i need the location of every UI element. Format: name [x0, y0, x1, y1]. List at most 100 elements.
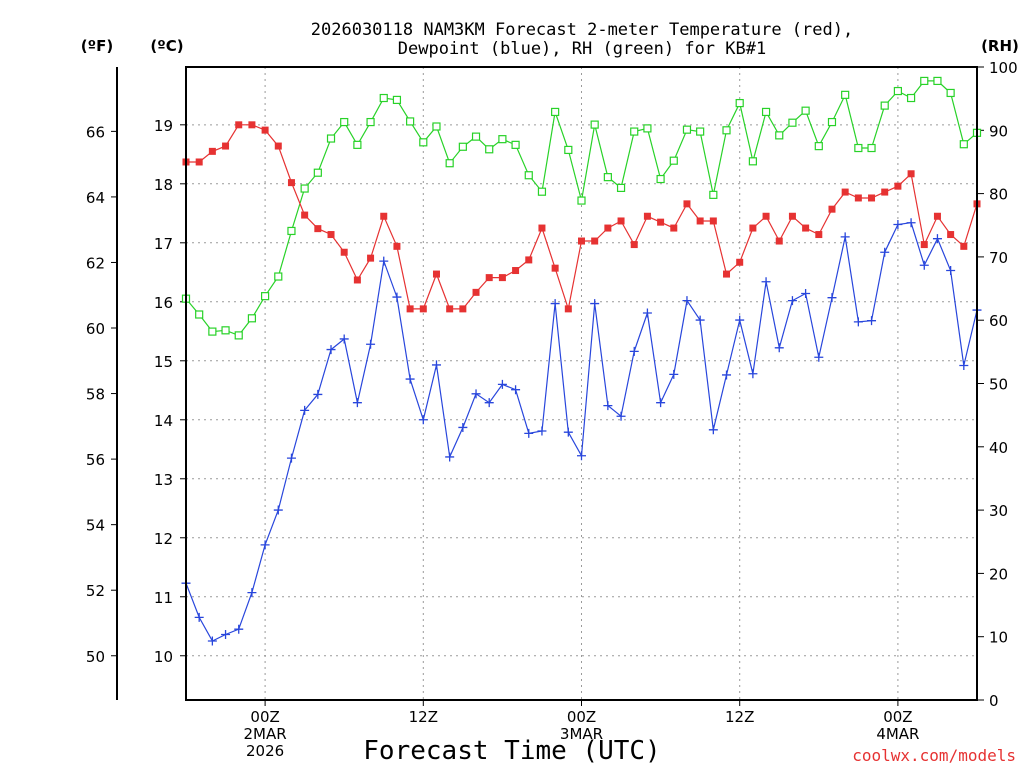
celsius-tick-label: 16 — [154, 294, 173, 312]
dewpoint-point — [260, 540, 270, 550]
temperature-point — [248, 121, 256, 129]
fahrenheit-tick-label: 62 — [86, 254, 105, 272]
rh-point — [603, 173, 612, 182]
temperature-point — [353, 276, 361, 284]
temperature-point — [274, 142, 282, 150]
temperature-point — [551, 264, 559, 272]
plot-frame — [185, 66, 978, 701]
rh-tick-label: 100 — [989, 59, 1018, 77]
temperature-point — [459, 305, 467, 313]
dewpoint-point — [722, 370, 732, 380]
dewpoint-point — [207, 636, 217, 646]
dewpoint-point — [273, 505, 283, 515]
temperature-point — [894, 182, 902, 190]
rh-point — [551, 107, 560, 117]
rh-point — [234, 331, 243, 340]
rh-point — [498, 135, 507, 144]
rh-point — [300, 184, 309, 193]
temperature-point — [947, 231, 955, 239]
dewpoint-point — [577, 451, 586, 461]
dewpoint-point — [959, 361, 969, 371]
celsius-tick-label: 14 — [154, 412, 173, 430]
rh-tick-label: 20 — [989, 565, 1008, 583]
dewpoint-point — [445, 452, 455, 462]
dewpoint-point — [946, 266, 956, 276]
temperature-point — [670, 224, 678, 232]
dewpoint-point — [300, 405, 310, 415]
rh-point — [920, 76, 929, 86]
dewpoint-point — [919, 260, 929, 270]
temperature-point — [643, 212, 651, 220]
rh-point — [564, 145, 573, 155]
rh-point — [854, 143, 863, 153]
temperature-point — [512, 267, 520, 275]
rh-tick-label: 60 — [989, 312, 1008, 330]
axes: 10 11 12 13 14 15 16 17 18 19 50 52 54 56 58 60 62 64 66 0 1… — [86, 59, 1018, 760]
rh-point — [577, 196, 586, 205]
rh-point — [893, 86, 903, 96]
rh-point — [379, 93, 388, 103]
dewpoint-point — [313, 389, 323, 399]
temperature-point — [854, 194, 862, 202]
rh-point — [221, 326, 230, 335]
rh-point — [775, 131, 784, 140]
celsius-tick-label: 17 — [154, 235, 173, 253]
rh-point — [788, 118, 797, 127]
rh-point — [287, 226, 296, 236]
temperature-point — [525, 256, 533, 264]
celsius-tick-label: 12 — [154, 530, 173, 548]
dewpoint-point — [906, 218, 916, 228]
rh-point — [841, 90, 850, 99]
temperature-point — [222, 142, 230, 150]
rh-point — [761, 107, 771, 117]
x-axis-title: Forecast Time (UTC) — [363, 736, 660, 766]
dewpoint-point — [867, 316, 877, 326]
time-tick-label: 2026 — [246, 742, 284, 760]
fahrenheit-tick-label: 58 — [86, 386, 105, 404]
rh-point — [208, 327, 217, 336]
rh-point — [827, 117, 837, 127]
dewpoint-point — [893, 220, 903, 230]
dewpoint-point — [497, 379, 507, 389]
temperature-point — [736, 258, 744, 266]
rh-point — [392, 95, 402, 105]
temperature-point — [881, 188, 889, 196]
temperature-point — [841, 188, 849, 196]
dewpoint-point — [418, 415, 428, 425]
fahrenheit-tick-label: 54 — [86, 517, 105, 535]
rh-point — [537, 187, 547, 196]
temperature-point — [960, 242, 968, 250]
temperature-point — [432, 270, 440, 278]
rh-line — [185, 80, 978, 337]
dewpoint-point — [550, 299, 560, 309]
rh-point — [656, 174, 665, 184]
rh-point — [419, 138, 428, 147]
rh-point — [722, 126, 731, 135]
time-tick-label: 00Z — [883, 708, 912, 726]
celsius-tick-label: 19 — [154, 117, 173, 135]
temperature-point — [907, 170, 915, 178]
rh-tick-label: 40 — [989, 439, 1008, 457]
rh-point — [366, 117, 375, 127]
time-tick-label: 2MAR — [244, 725, 287, 743]
dewpoint-point — [392, 292, 402, 302]
dewpoint-point — [326, 345, 336, 355]
chart-title-line-2: Dewpoint (blue), RH (green) for KB#1 — [398, 39, 766, 59]
temperature-point — [538, 224, 546, 232]
dewpoint-point — [590, 299, 600, 309]
time-tick-label: 12Z — [725, 708, 754, 726]
rh-point — [669, 156, 678, 165]
temperature-point — [709, 217, 717, 225]
rh-point — [485, 145, 494, 154]
temperature-point — [920, 241, 928, 249]
temperature-point — [775, 237, 783, 245]
dewpoint-point — [524, 428, 534, 438]
temperature-point — [261, 126, 269, 134]
rh-point — [261, 292, 270, 301]
temperature-point — [617, 217, 625, 225]
dewpoint-point — [656, 398, 666, 408]
dewpoint-point — [880, 247, 890, 257]
temperature-point — [802, 224, 810, 232]
temperature-point — [591, 237, 599, 245]
